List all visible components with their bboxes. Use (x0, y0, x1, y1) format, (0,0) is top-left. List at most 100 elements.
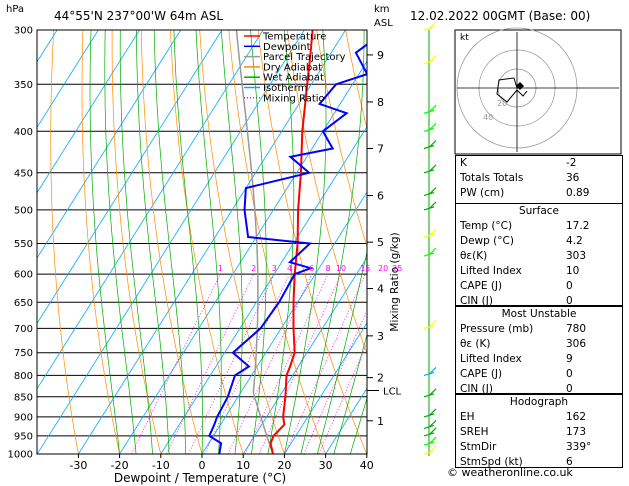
pressure-tick-label: 350 (14, 80, 33, 91)
surface-value: 17.2 (566, 220, 590, 232)
mixing-ratio-axis-label: Mixing Ratio (g/kg) (389, 232, 401, 331)
wind-barb (423, 388, 437, 398)
legend-entry: Wet Adiabat (263, 73, 324, 84)
hodograph-label: StmSpd (kt) (460, 456, 523, 468)
wind-barb (423, 319, 437, 329)
isotherm (37, 30, 223, 325)
index-label: Totals Totals (460, 172, 524, 184)
pressure-tick-label: 550 (14, 239, 33, 250)
hodograph-value: 339° (566, 441, 592, 453)
wind-barb (423, 436, 437, 446)
indices-box: K -2 Totals Totals 36 PW (cm) 0.89 (455, 155, 623, 204)
index-row: Totals Totals 36 (456, 171, 622, 186)
pressure-tick-label: 700 (14, 324, 33, 335)
pressure-tick-label: 1000 (8, 450, 33, 461)
hodograph-row: StmSpd (kt) 6 (456, 455, 622, 470)
surface-label: CAPE (J) (460, 280, 503, 292)
wet-adiabat (221, 30, 243, 454)
x-axis-label: Dewpoint / Temperature (°C) (114, 471, 286, 485)
km-tick-label: 2 (377, 372, 384, 385)
pressure-tick-label: 600 (14, 270, 33, 281)
mixing-ratio-label: 10 (336, 264, 346, 273)
storm-motion-marker (516, 82, 524, 90)
mixing-ratio-label: 15 (360, 264, 370, 273)
surface-row: Temp (°C) 17.2 (456, 219, 622, 234)
mixing-ratio-label: 6 (309, 264, 314, 273)
wind-barb (423, 228, 437, 238)
mixing-ratio-label: 8 (325, 264, 330, 273)
dry-adiabat (286, 30, 367, 355)
isotherm (37, 30, 182, 259)
most-unstable-title: Most Unstable (501, 308, 577, 320)
surface-label: θε(K) (460, 250, 488, 262)
lcl-label: LCL (383, 386, 402, 397)
surface-row: Lifted Index 10 (456, 264, 622, 279)
hodograph-label: EH (460, 411, 475, 423)
surface-label: CIN (J) (460, 295, 493, 307)
legend-entry: Mixing Ratio (263, 93, 325, 104)
most-unstable-value: 9 (566, 353, 573, 365)
parcel-trajectory-line (235, 30, 274, 454)
x-tick-label: -10 (152, 459, 170, 472)
most-unstable-label: CAPE (J) (460, 368, 503, 380)
hodograph-value: 162 (566, 411, 587, 423)
surface-label: Dewp (°C) (460, 235, 514, 247)
dry-adiabat (140, 30, 203, 454)
pressure-tick-label: 300 (14, 26, 33, 37)
pressure-tick-label: 400 (14, 127, 33, 138)
date-title: 12.02.2022 00GMT (Base: 00) (410, 9, 590, 23)
hodograph-ring-label: 40 (483, 113, 493, 122)
surface-row: θε(K) 303 (456, 249, 622, 264)
hodograph-label: SREH (460, 426, 489, 438)
wind-barb (423, 445, 437, 455)
pressure-unit: hPa (6, 4, 24, 15)
hodograph-label: StmDir (460, 441, 497, 453)
height-unit-asl: ASL (374, 18, 393, 29)
dry-adiabat (111, 30, 162, 454)
hodograph-value: 173 (566, 426, 587, 438)
most-unstable-row: CIN (J) 0 (456, 382, 622, 397)
wet-adiabat (250, 30, 267, 454)
surface-label: Lifted Index (460, 265, 522, 277)
hodograph-row: StmDir 339° (456, 440, 622, 455)
most-unstable-label: Lifted Index (460, 353, 522, 365)
mixing-ratio-label: 25 (392, 264, 402, 273)
mixing-ratio-line (131, 273, 221, 454)
surface-value: 0 (566, 295, 573, 307)
km-tick-label: 9 (377, 49, 384, 62)
surface-row: Dewp (°C) 4.2 (456, 234, 622, 249)
mixing-ratio-label: 20 (378, 264, 388, 273)
mixing-ratio-line (258, 273, 342, 454)
footer-credit: © weatheronline.co.uk (447, 466, 573, 479)
pressure-tick-label: 650 (14, 298, 33, 309)
most-unstable-value: 306 (566, 338, 587, 350)
hodograph-row: EH 162 (456, 410, 622, 425)
pressure-tick-label: 900 (14, 412, 33, 423)
isotherm (242, 256, 367, 454)
index-value: 0.89 (566, 187, 590, 199)
km-tick-label: 8 (377, 96, 384, 109)
wet-adiabat (349, 396, 367, 454)
wind-barb (423, 164, 437, 174)
isotherm (78, 30, 346, 454)
most-unstable-row: Lifted Index 9 (456, 352, 622, 367)
wind-barb (423, 122, 437, 132)
pressure-tick-label: 800 (14, 371, 33, 382)
wind-barb (423, 427, 437, 437)
legend-entry: Isotherm (263, 83, 307, 94)
mixing-ratio-label: 2 (251, 264, 256, 273)
dry-adiabat (170, 30, 244, 454)
hodograph-unit: kt (460, 33, 469, 43)
legend-entry: Dewpoint (263, 42, 311, 53)
most-unstable-label: CIN (J) (460, 383, 493, 395)
surface-value: 0 (566, 280, 573, 292)
surface-box: Surface Temp (°C) 17.2 Dewp (°C) 4.2 θε(K) 303… (455, 203, 623, 307)
wind-barb (423, 21, 437, 31)
km-tick-label: 6 (377, 190, 384, 203)
location-title: 44°55'N 237°00'W 64m ASL (54, 9, 223, 23)
hodograph-box: Hodograph EH 162 SREH 173 StmDir 339° StmSpd (k… (455, 394, 623, 468)
legend-entry: Dry Adiabat (263, 62, 322, 73)
wet-adiabat (284, 30, 327, 454)
surface-value: 4.2 (566, 235, 583, 247)
